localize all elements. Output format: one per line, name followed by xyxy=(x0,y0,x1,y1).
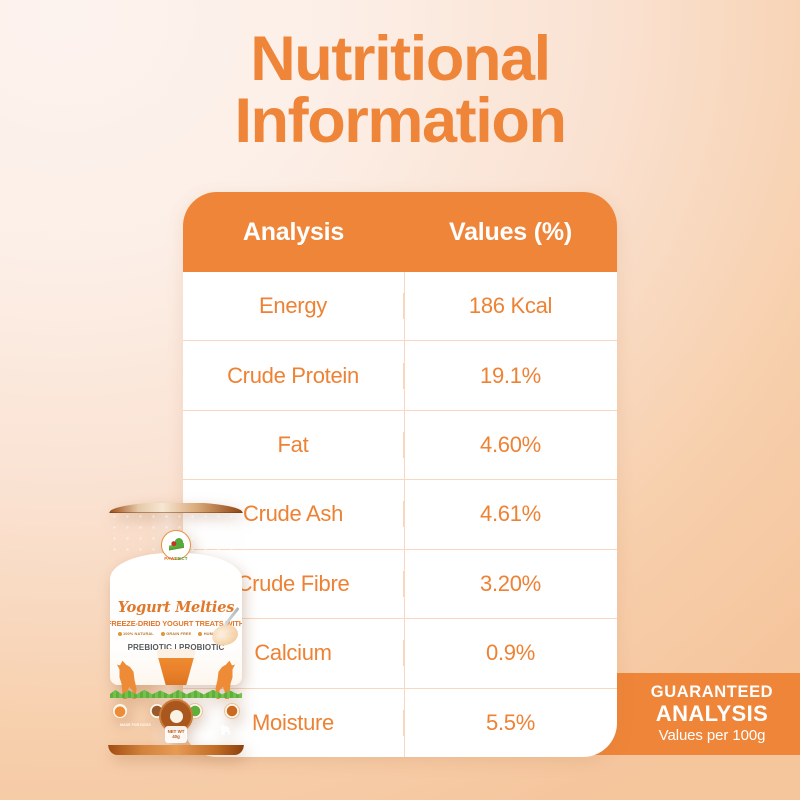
dog-silhouettes xyxy=(112,653,240,699)
leaf-icon xyxy=(117,631,122,636)
row-label: Crude Protein xyxy=(183,362,404,389)
table-row: Crude Ash 4.61% xyxy=(183,479,617,548)
carrot-badge-icon xyxy=(112,703,128,719)
can-base xyxy=(108,745,244,755)
guaranteed-analysis-line-1: GUARANTEED xyxy=(650,682,774,701)
brand-logo xyxy=(161,530,191,560)
row-label: Calcium xyxy=(183,640,404,667)
yogurt-badge-icon xyxy=(223,703,240,719)
paw-icon xyxy=(198,631,203,636)
claim-label: GRAIN FREE xyxy=(166,631,192,636)
product-name: Yogurt Melties xyxy=(117,599,235,616)
table-row: Fat 4.60% xyxy=(183,409,617,479)
table-row: Calcium 0.9% xyxy=(183,618,617,687)
wheat-icon xyxy=(160,631,165,636)
guaranteed-analysis-banner: GUARANTEED ANALYSIS Values per 100g xyxy=(590,673,800,755)
page-title-line-2: Information xyxy=(234,86,566,157)
table-header-analysis: Analysis xyxy=(242,217,345,246)
row-value: 0.9% xyxy=(486,640,535,666)
brand-name: PAWFECT xyxy=(164,556,188,561)
row-value: 4.60% xyxy=(480,432,541,458)
page-title: Nutritional Information xyxy=(0,24,800,157)
row-value: 4.61% xyxy=(480,501,541,527)
guaranteed-analysis-line-3: Values per 100g xyxy=(658,727,766,745)
can-front-label: Yogurt Melties FREEZE-DRIED YOGURT TREAT… xyxy=(110,553,242,685)
row-value: 3.20% xyxy=(480,570,541,596)
net-weight-tag: NET WT 40g xyxy=(165,726,187,743)
product-subtitle: FREEZE-DRIED YOGURT TREATS WITH CARROT xyxy=(110,619,242,628)
product-biotics: PREBIOTIC | PROBIOTIC xyxy=(127,643,225,652)
row-value: 186 Kcal xyxy=(468,293,553,319)
table-row: Moisture 5.5% xyxy=(183,687,617,757)
can-lid xyxy=(109,503,243,513)
row-label: Moisture xyxy=(183,709,404,736)
row-value: 5.5% xyxy=(486,709,535,735)
claim-label: 100% NATURAL xyxy=(123,631,154,636)
leaf-icon xyxy=(168,537,184,553)
table-row: Crude Protein 19.1% xyxy=(183,340,617,409)
table-body: Energy 186 Kcal Crude Protein 19.1% Fat … xyxy=(183,272,617,757)
claim-item: GRAIN FREE xyxy=(160,631,192,636)
nutrition-table: Analysis Values (%) Energy 186 Kcal Crud… xyxy=(183,192,617,757)
can-body: Yogurt Melties FREEZE-DRIED YOGURT TREAT… xyxy=(108,503,244,755)
can-footnote: MADE FOR DOGS xyxy=(120,722,151,727)
row-label: Energy xyxy=(183,293,404,320)
seal-center xyxy=(169,709,183,723)
dog-icon xyxy=(219,724,231,735)
row-label: Crude Fibre xyxy=(183,570,404,597)
table-header-row: Analysis Values (%) xyxy=(183,192,617,272)
row-label: Crude Ash xyxy=(183,501,404,528)
table-row: Crude Fibre 3.20% xyxy=(183,548,617,618)
product-can-image: Yogurt Melties FREEZE-DRIED YOGURT TREAT… xyxy=(108,503,244,755)
table-row: Energy 186 Kcal xyxy=(183,272,617,340)
table-column-divider xyxy=(404,272,406,757)
grass-graphic xyxy=(110,689,242,698)
row-value: 19.1% xyxy=(480,362,541,388)
page-title-line-1: Nutritional xyxy=(250,24,551,94)
brand-name-fect: FECT xyxy=(174,556,188,561)
row-label: Fat xyxy=(183,432,404,459)
brand-name-paw: PAW xyxy=(164,556,175,561)
claim-item: 100% NATURAL xyxy=(117,631,154,636)
guaranteed-analysis-line-2: ANALYSIS xyxy=(655,700,769,726)
table-header-values: Values (%) xyxy=(448,217,573,246)
